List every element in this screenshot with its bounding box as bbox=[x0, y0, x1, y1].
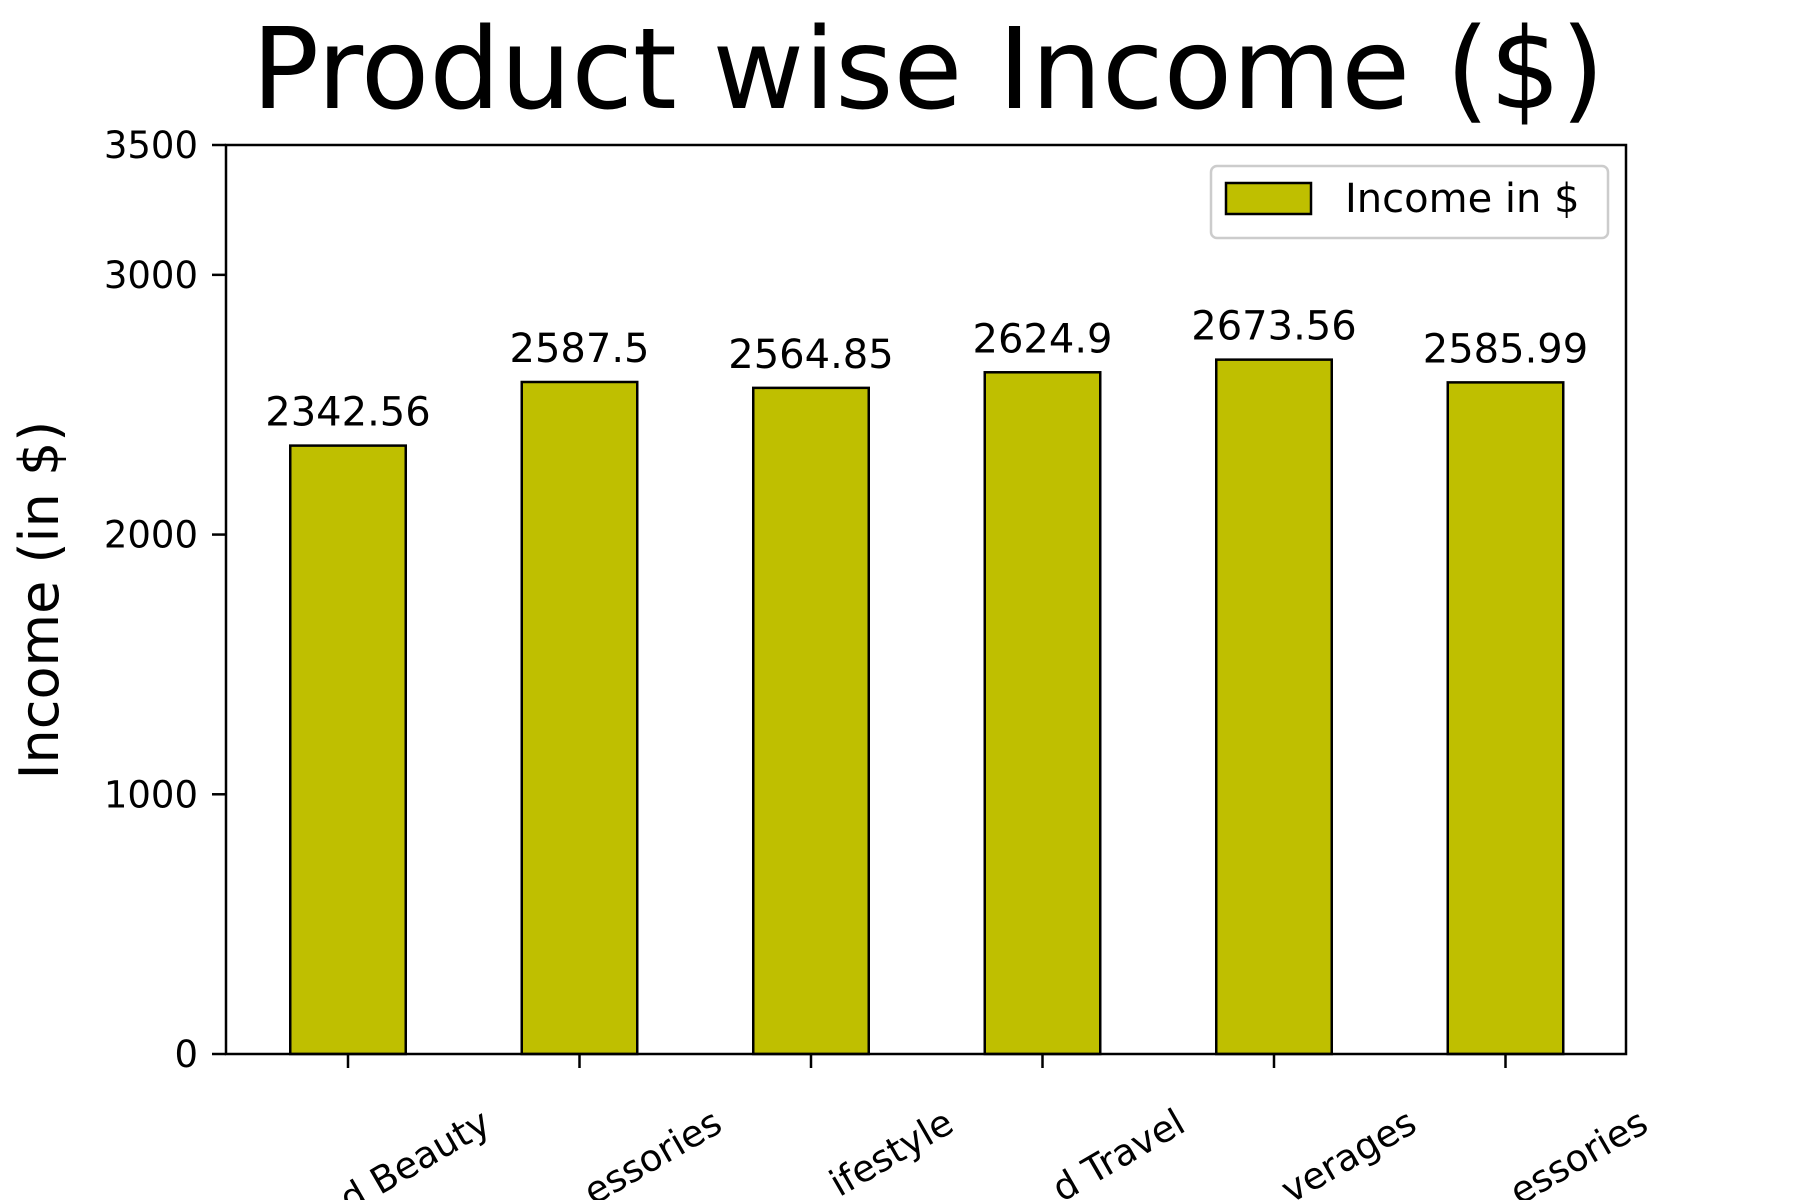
legend-swatch bbox=[1224, 181, 1313, 216]
bar-value-label-1: 2342.56 bbox=[265, 390, 430, 436]
bar-5 bbox=[1215, 358, 1333, 1056]
bar-value-label-3: 2564.85 bbox=[728, 332, 893, 378]
bar-4 bbox=[983, 371, 1102, 1056]
y-tick-label-1: 0 bbox=[174, 1033, 198, 1076]
x-tick-label-1: d Beauty bbox=[332, 1101, 497, 1200]
value-labels-layer: 2342.56 2587.5 2564.85 2624.9 2673.56 2585.99 bbox=[265, 304, 1588, 436]
y-tick-label-2: 1000 bbox=[104, 773, 198, 816]
bar-6 bbox=[1446, 381, 1565, 1056]
legend: Income in $ bbox=[1209, 164, 1610, 240]
chart-title: Product wise Income ($) bbox=[252, 5, 1605, 135]
x-tick-label-2: essories bbox=[576, 1101, 729, 1200]
x-tick-label-4: d Travel bbox=[1045, 1101, 1192, 1200]
bars-layer bbox=[289, 358, 1565, 1056]
x-tick-label-3: ifestyle bbox=[822, 1101, 960, 1200]
y-axis-label: Income (in $) bbox=[8, 421, 71, 780]
bar-value-label-5: 2673.56 bbox=[1191, 304, 1356, 350]
bar-3 bbox=[752, 386, 870, 1056]
bar-value-label-6: 2585.99 bbox=[1423, 326, 1588, 372]
bar-value-label-2: 2587.5 bbox=[510, 326, 650, 372]
bar-2 bbox=[520, 380, 639, 1056]
bar-value-label-4: 2624.9 bbox=[973, 316, 1113, 362]
plot-frame bbox=[224, 143, 1628, 1056]
bar-1 bbox=[289, 444, 407, 1056]
legend-label: Income in $ bbox=[1345, 176, 1580, 222]
y-ticks-layer: 0 1000 2000 3000 3500 bbox=[104, 124, 226, 1076]
y-tick-label-4: 3000 bbox=[104, 254, 198, 297]
y-tick-label-5: 3500 bbox=[104, 124, 198, 167]
x-tick-label-5: verages bbox=[1274, 1101, 1424, 1200]
x-tick-label-6: essories bbox=[1502, 1101, 1655, 1200]
y-tick-label-3: 2000 bbox=[104, 514, 198, 557]
x-ticks-layer: d Beauty essories ifestyle d Travel verages e… bbox=[332, 1054, 1655, 1200]
